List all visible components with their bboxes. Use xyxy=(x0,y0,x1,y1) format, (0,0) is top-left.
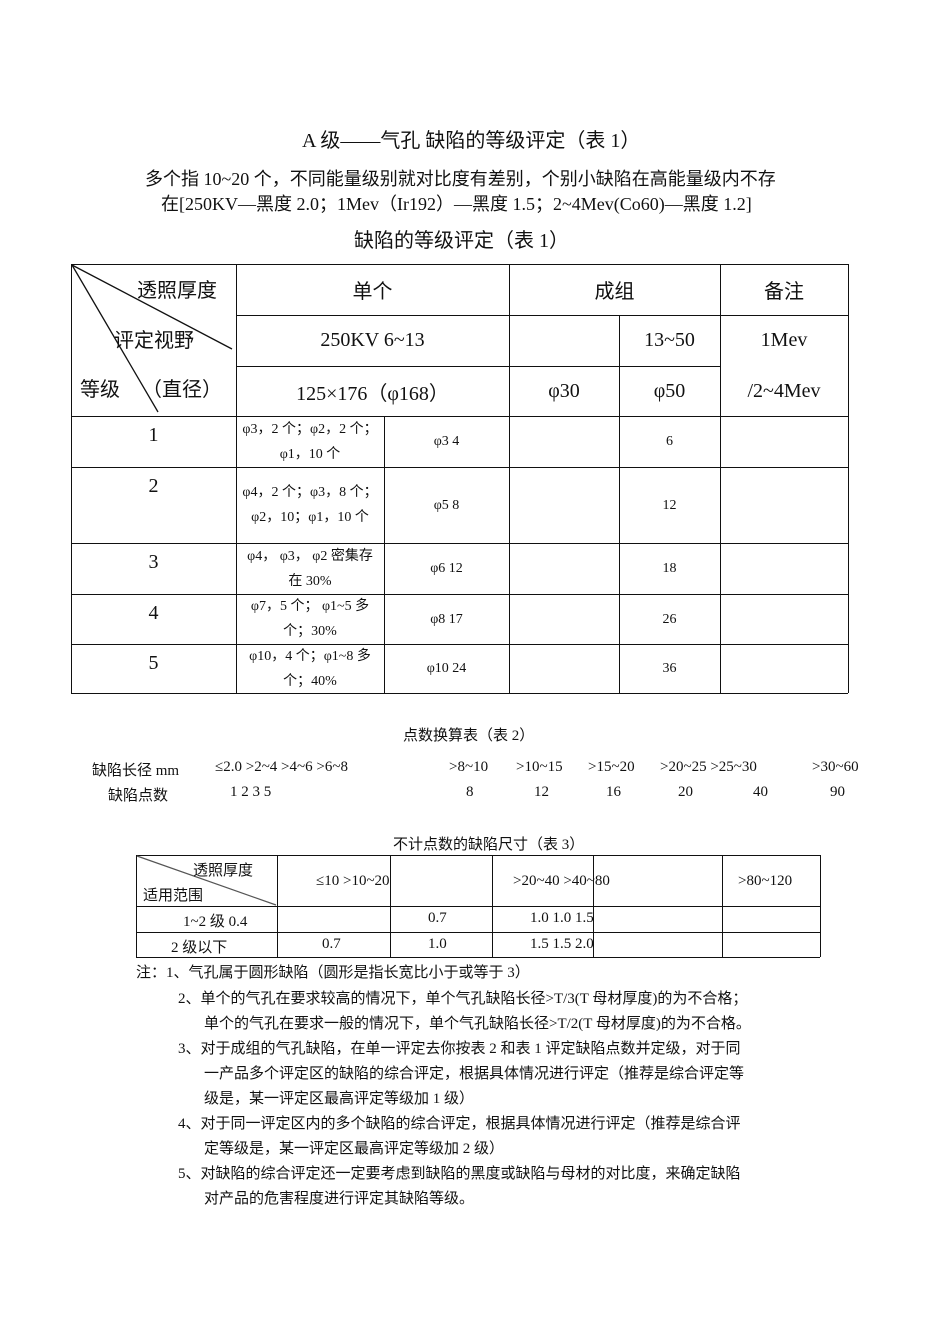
header3-group-1: φ30 xyxy=(548,379,580,402)
row-label-points: 缺陷点数 xyxy=(108,788,169,804)
single-count-cell: φ4， φ3， φ2 密集存在 30% xyxy=(247,548,373,589)
grade-cell: 4 xyxy=(148,602,159,624)
points-cell: 12 xyxy=(534,784,549,800)
note-line: 3、对于成组的气孔缺陷，在单一评定去你按表 2 和表 1 评定缺陷点数并定级，对… xyxy=(178,1041,741,1057)
row1-label: 1~2 级 0.4 xyxy=(183,914,248,930)
group-value-cell: 12 xyxy=(662,497,677,513)
single-count-cell: φ3，2 个；φ2，2 个；φ1，10 个 xyxy=(242,421,378,462)
single-size-cell: φ10 24 xyxy=(426,661,467,676)
note-line: 对产品的危害程度进行评定其缺陷等级。 xyxy=(204,1191,475,1207)
row2-cell: 1.5 1.5 2.0 xyxy=(530,936,594,952)
note-line: 一产品多个评定区的缺陷的综合评定，根据具体情况进行评定（推荐是综合评定等 xyxy=(204,1066,745,1082)
corner-field: 评定视野 xyxy=(114,330,194,352)
corner-thickness: 透照厚度 xyxy=(137,280,217,302)
grade-cell: 1 xyxy=(148,424,159,446)
group-value-cell: 6 xyxy=(666,434,673,449)
row2-cell: 1.0 xyxy=(428,936,447,952)
header2-remark-1: 1Mev xyxy=(760,329,808,351)
table2-caption: 点数换算表（表 2） xyxy=(403,728,535,744)
table3-caption: 不计点数的缺陷尺寸（表 3） xyxy=(393,837,585,853)
header3-single: 125×176（φ168） xyxy=(296,382,449,405)
corner-scope: 适用范围 xyxy=(143,888,204,904)
single-size-cell: φ5 8 xyxy=(433,497,460,513)
group-value-cell: 26 xyxy=(662,611,677,627)
length-cell: ≤2.0 >2~4 >4~6 >6~8 xyxy=(215,759,348,775)
doc-title: A 级——气孔 缺陷的等级评定（表 1） xyxy=(302,130,641,152)
note-line: 5、对缺陷的综合评定还一定要考虑到缺陷的黑度或缺陷与母材的对比度，来确定缺陷 xyxy=(178,1166,741,1182)
group-value-cell: 18 xyxy=(662,561,677,576)
grade-cell: 2 xyxy=(148,475,159,497)
length-cell: >15~20 xyxy=(588,759,635,775)
single-count-cell: φ7，5 个； φ1~5 多个；30% xyxy=(250,599,370,639)
single-size-cell: φ8 17 xyxy=(430,611,463,627)
single-size-cell: φ6 12 xyxy=(430,561,463,576)
note-line: 定等级是，某一评定区最高评定等级加 2 级） xyxy=(204,1141,505,1157)
corner-grade: 等级 xyxy=(80,379,120,401)
note-line: 注：1、气孔属于圆形缺陷（圆形是指长宽比小于或等于 3） xyxy=(136,965,530,981)
row1-cell: 1.0 1.0 1.5 xyxy=(530,910,594,926)
grade-cell: 3 xyxy=(148,551,159,573)
table1-caption: 缺陷的等级评定（表 1） xyxy=(354,230,569,252)
points-cell: 16 xyxy=(606,784,621,800)
points-cell: 90 xyxy=(830,784,845,800)
corner-diameter: （直径） xyxy=(142,379,222,401)
row2-label: 2 级以下 xyxy=(171,940,228,956)
row-label-length: 缺陷长径 mm xyxy=(92,763,180,779)
note-line: 4、对于同一评定区内的多个缺陷的综合评定，根据具体情况进行评定（推荐是综合评 xyxy=(178,1116,741,1132)
corner-diagonals xyxy=(71,264,233,413)
group-value-cell: 36 xyxy=(662,661,677,676)
note-line: 单个的气孔在要求一般的情况下，单个气孔缺陷长径>T/2(T 母材厚度)的为不合格… xyxy=(204,1016,751,1032)
header-cell: ≤10 >10~20 xyxy=(316,873,390,889)
row1-cell: 0.7 xyxy=(428,910,447,926)
corner-diagonal xyxy=(136,855,277,906)
header2-group: 13~50 xyxy=(644,329,695,351)
header-single: 单个 xyxy=(352,281,393,303)
length-cell: >30~60 xyxy=(812,759,859,775)
header2-single: 250KV 6~13 xyxy=(320,329,425,351)
note-line: 2、单个的气孔在要求较高的情况下，单个气孔缺陷长径>T/3(T 母材厚度)的为不… xyxy=(178,991,748,1007)
points-cell: 8 xyxy=(466,784,474,800)
single-count-cell: φ10，4 个；φ1~8 多个；40% xyxy=(249,648,371,689)
single-size-cell: φ3 4 xyxy=(433,434,460,449)
single-count-cell: φ4，2 个；φ3，8 个；φ2，10；φ1，10 个 xyxy=(242,485,378,525)
header-group: 成组 xyxy=(594,281,635,303)
intro-line-2: 在[250KV—黑度 2.0；1Mev（Ir192）—黑度 1.5；2~4Mev… xyxy=(161,194,752,214)
length-cell: >20~25 >25~30 xyxy=(660,759,757,775)
header3-group-2: φ50 xyxy=(653,379,686,402)
row2-cell: 0.7 xyxy=(322,936,341,952)
points-cell: 1 2 3 5 xyxy=(230,784,272,800)
header-cell: >20~40 >40~80 xyxy=(513,873,610,889)
header2-remark-2: /2~4Mev xyxy=(747,379,821,402)
intro-line-1: 多个指 10~20 个，不同能量级别就对比度有差别，个别小缺陷在高能量级内不存 xyxy=(145,169,776,189)
header-cell: >80~120 xyxy=(738,873,793,889)
corner-thickness: 透照厚度 xyxy=(193,863,254,879)
header-remark: 备注 xyxy=(764,281,804,303)
length-cell: >8~10 xyxy=(449,759,489,775)
length-cell: >10~15 xyxy=(516,759,563,775)
note-line: 级是，某一评定区最高评定等级加 1 级） xyxy=(204,1091,475,1107)
grade-cell: 5 xyxy=(148,652,159,674)
points-cell: 40 xyxy=(753,784,768,800)
points-cell: 20 xyxy=(678,784,693,800)
